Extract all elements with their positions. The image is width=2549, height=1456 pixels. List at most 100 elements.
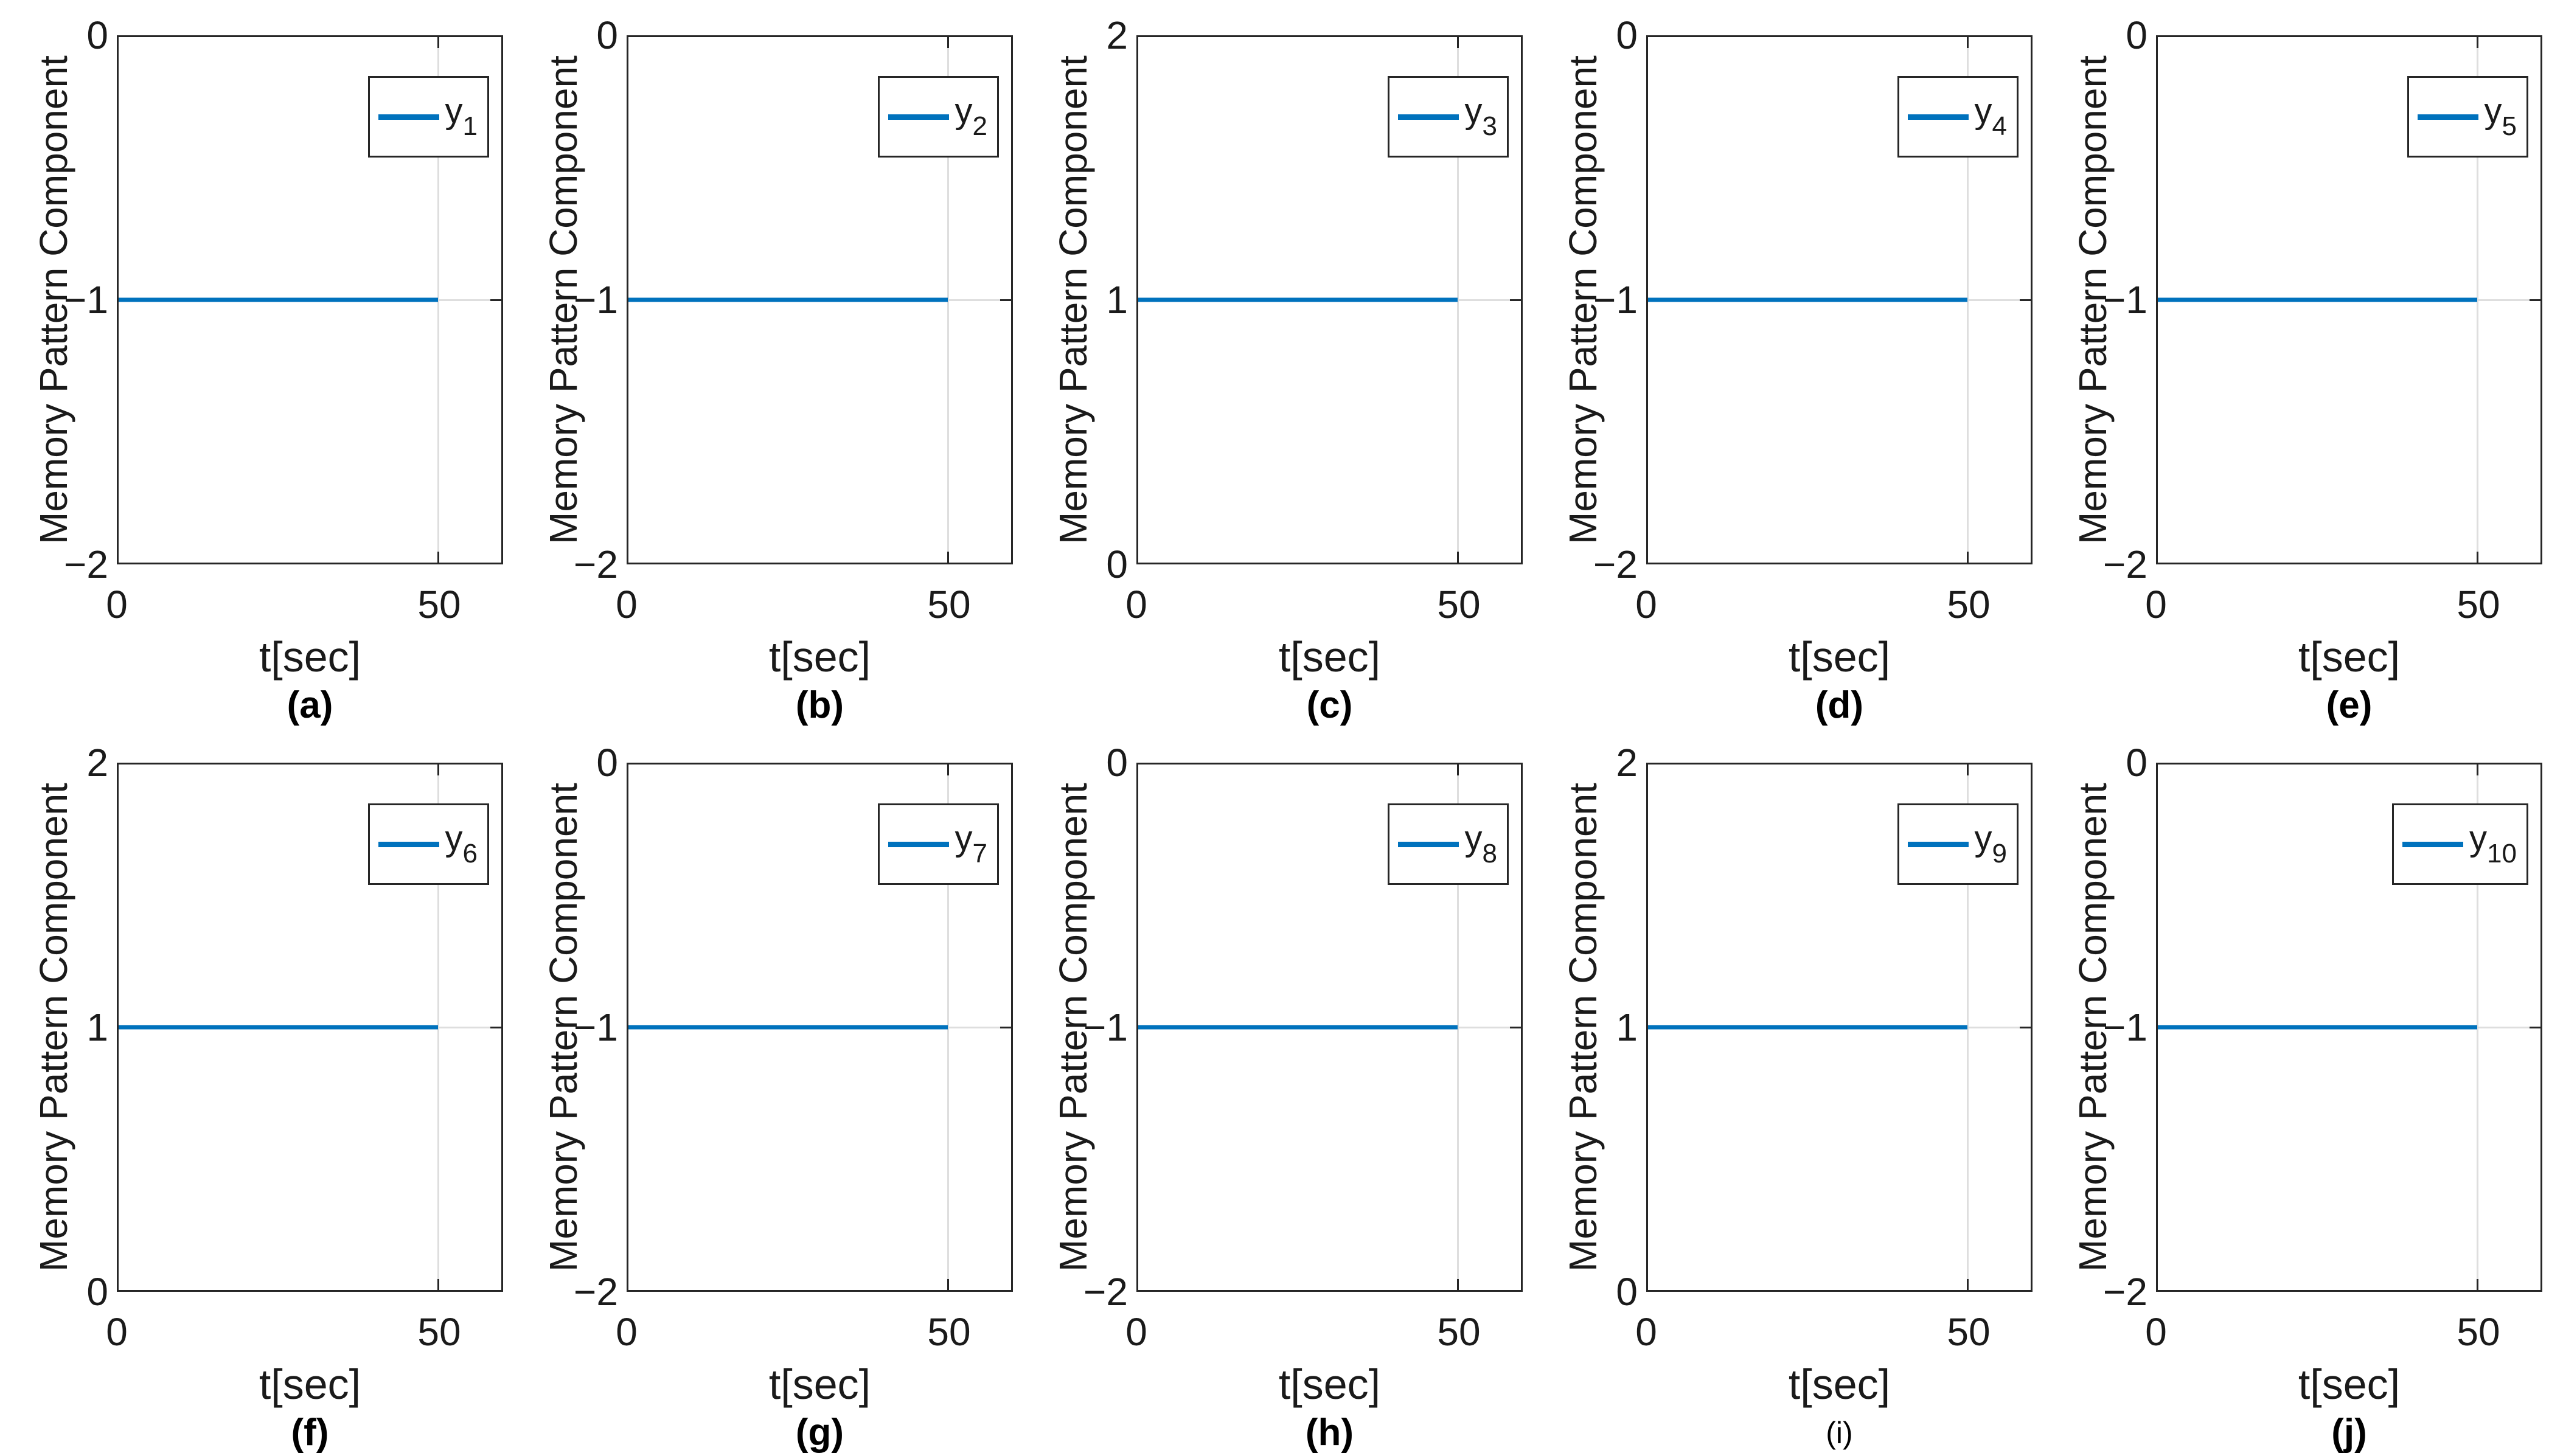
subplot-h: Memory Pattern Component 0 −1 −2 y8 0 50… [1020, 727, 1529, 1455]
y-tick-label-mid: −1 [64, 278, 108, 322]
legend-label-subscript: 9 [1992, 838, 2007, 868]
x-axis-label: t[sec] [768, 1361, 871, 1408]
x-axis-label: t[sec] [2298, 633, 2401, 681]
x-tick-label-50: 50 [1947, 1310, 1991, 1354]
x-axis-label: t[sec] [1788, 1361, 1891, 1408]
data-line [1138, 297, 1458, 302]
subplot-i: Memory Pattern Component 2 1 0 y9 0 50 t… [1529, 727, 2039, 1455]
y-tick-label-top: 0 [1106, 741, 1128, 785]
legend: y1 [367, 76, 489, 158]
legend-label-base: y [1974, 91, 1992, 131]
legend-line-sample [1397, 841, 1459, 847]
legend-label-subscript: 7 [972, 838, 987, 868]
legend-line-sample [1397, 114, 1459, 120]
legend-label: y3 [1465, 94, 1497, 140]
subplot-caption: (a) [287, 684, 333, 726]
y-tick-label-top: 0 [2126, 13, 2147, 57]
tick-mark-right [1000, 299, 1011, 301]
legend: y6 [367, 803, 489, 885]
legend-label-base: y [955, 819, 973, 859]
plot-area: y8 [1136, 763, 1523, 1292]
tick-mark-bottom [1457, 1279, 1459, 1290]
x-tick-label-0: 0 [106, 583, 128, 626]
legend-label-subscript: 4 [1992, 111, 2007, 141]
tick-mark-right [1510, 1027, 1521, 1028]
y-tick-label-bottom: −2 [64, 543, 108, 586]
plot-area: y5 [2156, 35, 2542, 564]
x-tick-label-0: 0 [1125, 1310, 1147, 1354]
legend-label: y7 [955, 821, 987, 867]
plot-area: y10 [2156, 763, 2542, 1292]
subplot-caption: (e) [2326, 684, 2373, 726]
x-tick-label-0: 0 [616, 583, 638, 626]
legend-label-base: y [1464, 819, 1483, 859]
tick-mark-right [2530, 1027, 2540, 1028]
data-line [1138, 1025, 1458, 1030]
data-line [119, 1025, 439, 1030]
legend-line-sample [2402, 841, 2464, 847]
tick-mark-top [1457, 764, 1459, 775]
legend-label: y10 [2469, 821, 2517, 867]
legend: y9 [1897, 803, 2019, 885]
tick-mark-right [490, 299, 501, 301]
x-axis-label: t[sec] [2298, 1361, 2401, 1408]
legend: y2 [877, 76, 999, 158]
tick-mark-bottom [437, 552, 440, 563]
x-tick-label-0: 0 [2145, 1310, 2167, 1354]
x-tick-label-0: 0 [1635, 1310, 1657, 1354]
plot-area: y1 [117, 35, 503, 564]
legend: y4 [1897, 76, 2019, 158]
data-line [1648, 297, 1968, 302]
x-tick-label-50: 50 [1947, 583, 1991, 626]
legend-label: y5 [2485, 94, 2517, 140]
tick-mark-top [1457, 37, 1459, 48]
y-tick-label-mid: −1 [1593, 278, 1638, 322]
y-tick-label-mid: 1 [1106, 278, 1128, 322]
x-tick-label-50: 50 [417, 1310, 461, 1354]
plot-area: y4 [1646, 35, 2033, 564]
x-tick-label-0: 0 [616, 1310, 638, 1354]
tick-mark-right [2020, 1027, 2031, 1028]
tick-mark-right [1000, 1027, 1011, 1028]
legend-label: y2 [955, 94, 987, 140]
y-tick-label-top: 2 [86, 741, 108, 785]
subplot-caption: (b) [795, 684, 844, 726]
tick-mark-top [437, 37, 440, 48]
legend-label-subscript: 1 [462, 111, 478, 141]
legend-label: y8 [1465, 821, 1497, 867]
legend-label-base: y [955, 91, 973, 131]
tick-mark-top [2477, 37, 2479, 48]
tick-mark-right [1510, 299, 1521, 301]
x-tick-label-50: 50 [1437, 1310, 1481, 1354]
subplot-caption: (c) [1306, 684, 1353, 726]
y-tick-label-top: 0 [596, 741, 618, 785]
y-tick-label-bottom: 0 [1106, 543, 1128, 586]
tick-mark-right [2020, 299, 2031, 301]
subplot-caption: (j) [2331, 1412, 2367, 1454]
x-tick-label-50: 50 [927, 583, 971, 626]
plot-area: y7 [627, 763, 1013, 1292]
plot-area: y2 [627, 35, 1013, 564]
data-line [2158, 1025, 2478, 1030]
tick-mark-bottom [1967, 1279, 1969, 1290]
tick-mark-bottom [2477, 552, 2479, 563]
y-tick-label-bottom: −2 [1083, 1270, 1128, 1314]
tick-mark-top [1967, 764, 1969, 775]
x-tick-label-50: 50 [2457, 1310, 2500, 1354]
subplot-j: Memory Pattern Component 0 −1 −2 y10 0 5… [2039, 727, 2549, 1455]
legend-line-sample [378, 114, 439, 120]
tick-mark-bottom [947, 552, 950, 563]
legend-line-sample [378, 841, 439, 847]
y-tick-label-bottom: 0 [1616, 1270, 1638, 1314]
y-tick-label-bottom: −2 [2103, 1270, 2147, 1314]
x-tick-label-0: 0 [106, 1310, 128, 1354]
legend-label-subscript: 6 [462, 838, 478, 868]
tick-mark-bottom [2477, 1279, 2479, 1290]
y-tick-label-mid: 1 [86, 1005, 108, 1049]
x-axis-label: t[sec] [768, 633, 871, 681]
data-line [1648, 1025, 1968, 1030]
legend-line-sample [888, 841, 949, 847]
y-tick-label-mid: 1 [1616, 1005, 1638, 1049]
legend: y5 [2407, 76, 2528, 158]
